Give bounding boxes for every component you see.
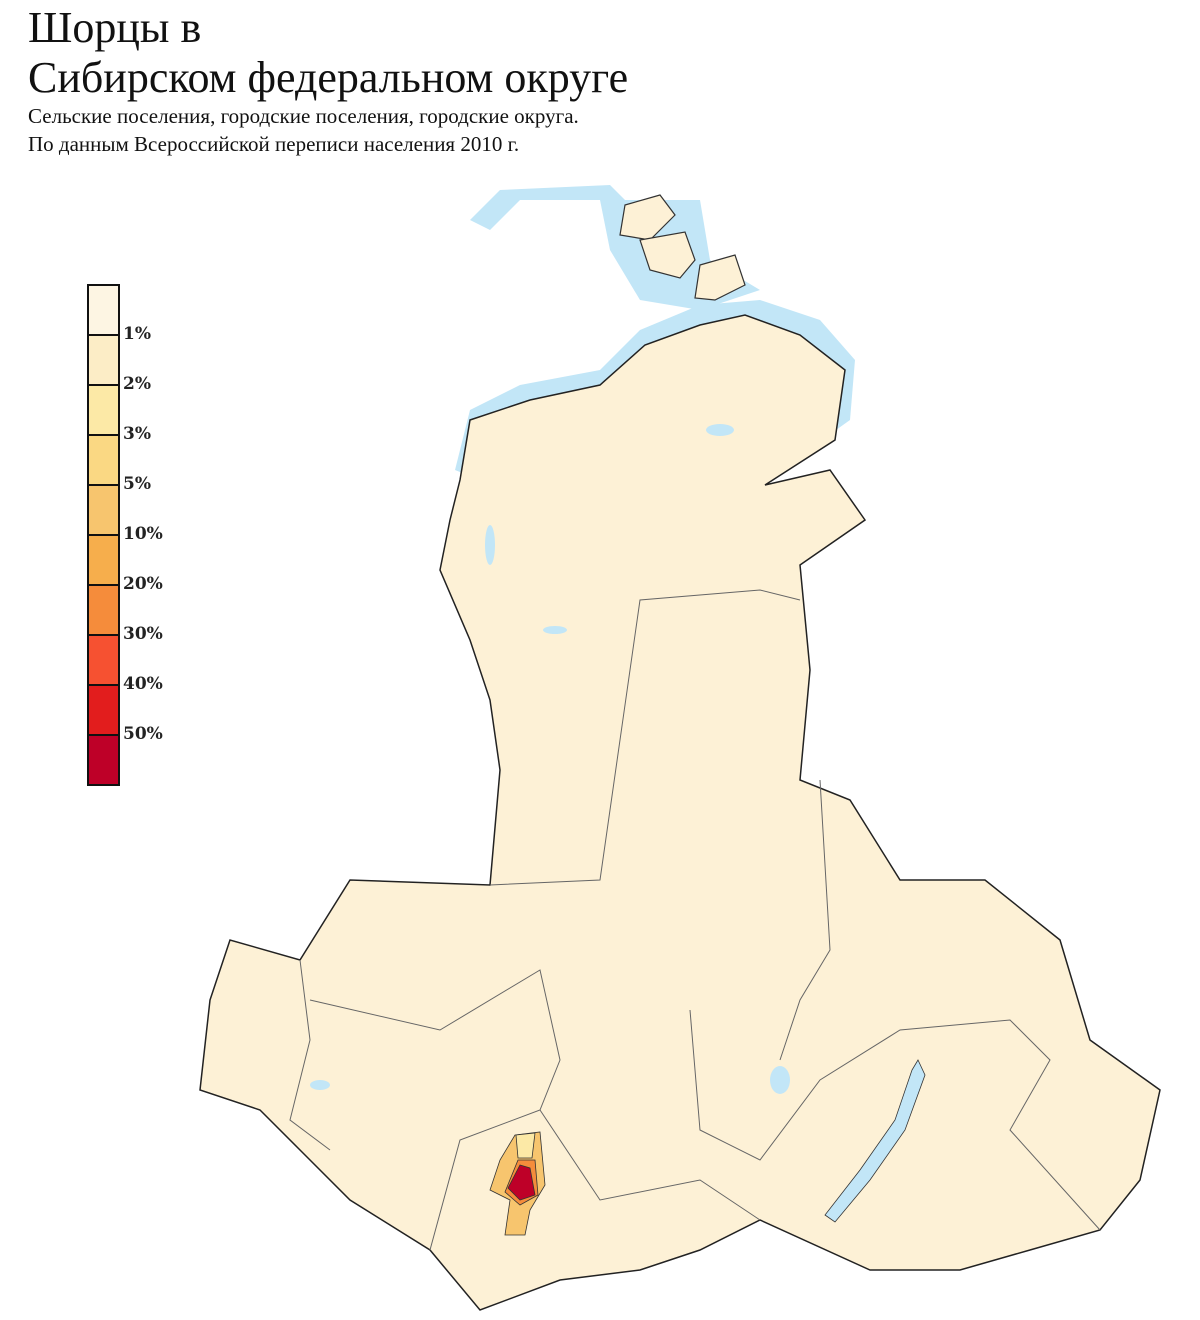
district-outline bbox=[199, 314, 1161, 1311]
legend-swatch bbox=[87, 284, 120, 336]
lake-baikal bbox=[824, 1059, 926, 1223]
legend-swatch bbox=[87, 684, 120, 736]
legend-swatch bbox=[87, 434, 120, 486]
legend: 1% 2% 3% 5% 10% 20% 30% 40% 50% bbox=[87, 284, 163, 791]
legend-label: 20% bbox=[123, 574, 163, 594]
map-title-line2: Сибирском федеральном округе bbox=[28, 53, 629, 102]
legend-label: 10% bbox=[123, 524, 163, 544]
legend-swatch bbox=[87, 584, 120, 636]
legend-label: 40% bbox=[123, 674, 163, 694]
islands bbox=[619, 194, 746, 301]
legend-swatch bbox=[87, 734, 120, 786]
legend-label: 30% bbox=[123, 624, 163, 644]
taymyr-bay-water bbox=[470, 185, 760, 310]
map-title-line1: Шорцы в bbox=[28, 3, 202, 52]
legend-swatch bbox=[87, 484, 120, 536]
legend-label: 50% bbox=[123, 724, 163, 744]
legend-color-scale bbox=[87, 284, 120, 786]
map-subtitle-line2: По данным Всероссийской переписи населен… bbox=[28, 132, 520, 156]
island-october-revolution bbox=[619, 194, 676, 241]
lakes bbox=[310, 424, 790, 1094]
legend-swatch bbox=[87, 634, 120, 686]
legend-label: 1% bbox=[123, 324, 151, 344]
legend-swatch bbox=[87, 334, 120, 386]
sea-areas bbox=[455, 185, 855, 480]
legend-swatch bbox=[87, 384, 120, 436]
region-tashtagol bbox=[515, 1132, 536, 1159]
island-komsomolets bbox=[694, 254, 746, 301]
legend-label: 3% bbox=[123, 424, 151, 444]
region-high-share bbox=[507, 1164, 536, 1201]
legend-label: 5% bbox=[123, 474, 151, 494]
shor-population-regions bbox=[489, 1131, 546, 1236]
legend-label: 2% bbox=[123, 374, 151, 394]
island-bolshevik bbox=[639, 231, 696, 279]
region-borders bbox=[289, 589, 1101, 1251]
kara-sea-coastal-water bbox=[455, 300, 855, 480]
legend-swatch bbox=[87, 534, 120, 586]
map-subtitle-line1: Сельские поселения, городские поселения,… bbox=[28, 104, 579, 128]
